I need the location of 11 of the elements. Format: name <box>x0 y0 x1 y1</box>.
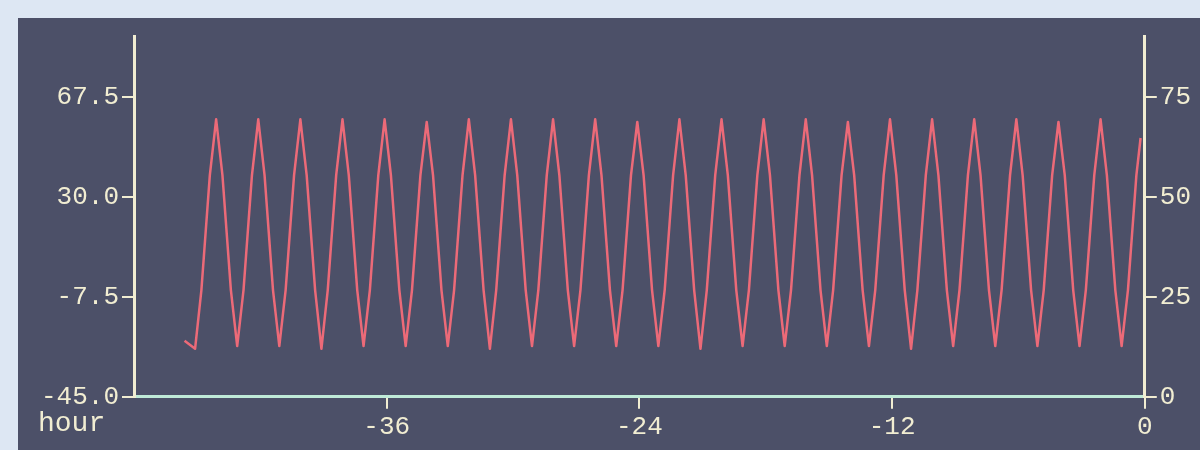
y-tick-label: 30.0 <box>56 181 120 212</box>
y-tick-label: 67.5 <box>56 81 120 112</box>
y2-tick-label: 0 <box>1159 381 1176 412</box>
y2-tick-label: 50 <box>1159 181 1192 212</box>
y2-tick-label: 25 <box>1159 281 1192 312</box>
x-tick-label: -24 <box>616 412 663 443</box>
y-tick-label: -7.5 <box>56 281 120 312</box>
x-tick-label: -12 <box>868 412 916 443</box>
x-tick-label: 0 <box>1136 412 1153 443</box>
y2-tick-label: 75 <box>1159 81 1192 112</box>
x-tick-label: -36 <box>363 412 411 443</box>
